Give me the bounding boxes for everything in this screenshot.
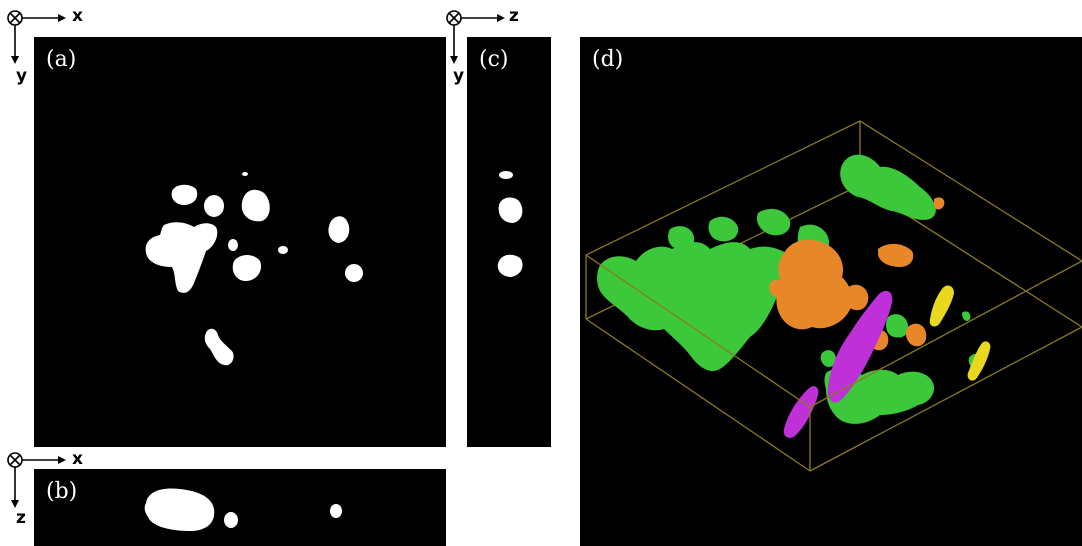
blobs-c xyxy=(497,171,523,277)
blobs-b xyxy=(144,488,342,531)
axis-label-z-c: z xyxy=(509,6,519,26)
axis-arrows-c xyxy=(446,10,505,64)
axis-indicator-a: x y xyxy=(6,6,86,88)
panel-b-xz-slice: (b) xyxy=(34,469,446,546)
panel-c-zy-slice: (c) xyxy=(467,37,551,447)
magenta-structures xyxy=(783,290,893,438)
axis-arrows-a xyxy=(7,10,66,64)
panel-d-label: (d) xyxy=(592,47,624,72)
axis-arrows-b xyxy=(7,452,66,508)
render-3d xyxy=(585,120,1082,472)
axis-label-z-b: z xyxy=(16,508,26,528)
bounding-box-front xyxy=(585,254,1082,472)
axis-label-y-c: y xyxy=(453,66,465,86)
axis-indicator-c: z y xyxy=(445,6,525,88)
yellow-structures xyxy=(929,285,991,381)
axis-label-y-a: y xyxy=(16,66,28,86)
blobs-a xyxy=(145,172,363,366)
panel-b-label: (b) xyxy=(46,479,78,504)
panel-a-xy-slice: (a) xyxy=(34,37,446,447)
axis-indicator-b: x z xyxy=(6,448,86,538)
panel-a-label: (a) xyxy=(46,47,77,72)
panel-c-label: (c) xyxy=(479,47,509,72)
axis-label-x-a: x xyxy=(72,6,83,26)
panel-d-3d-render: (d) xyxy=(580,37,1082,546)
axis-label-x-b: x xyxy=(72,449,83,469)
orange-structures xyxy=(769,197,945,351)
